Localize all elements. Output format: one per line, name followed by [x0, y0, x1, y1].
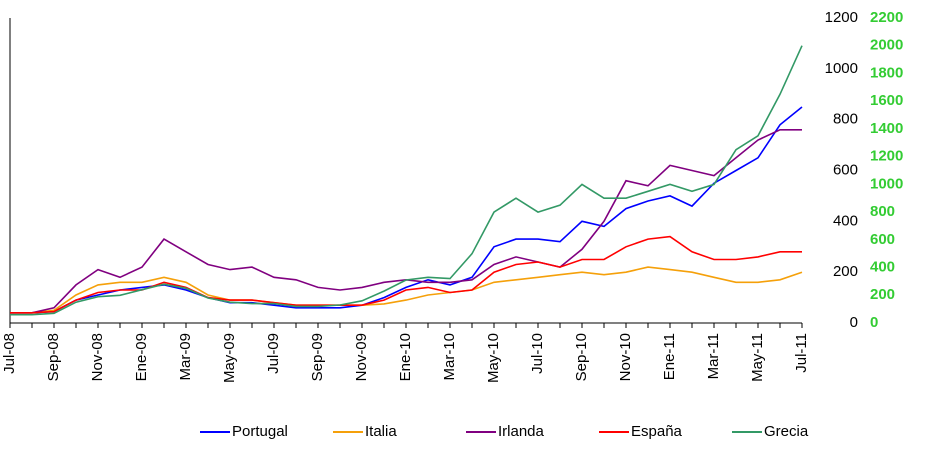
x-tick-label: May-10	[485, 333, 502, 383]
x-tick-label: Ene-11	[661, 333, 678, 380]
x-tick-label: Mar-09	[177, 333, 194, 381]
y2-tick-label: 1200	[870, 148, 903, 165]
y-tick-label: 600	[833, 161, 858, 178]
y2-tick-label: 1000	[870, 175, 903, 192]
y2-tick-label: 200	[870, 286, 895, 303]
y2-tick-label: 2200	[870, 9, 903, 26]
y-tick-label: 200	[833, 263, 858, 280]
series-line	[10, 235, 802, 314]
x-tick-label: Sep-08	[45, 333, 62, 381]
y2-tick-label: 2000	[870, 37, 903, 54]
y2-tick-label: 0	[870, 314, 878, 331]
y-tick-label: 800	[833, 111, 858, 128]
x-tick-label: Mar-10	[441, 333, 458, 381]
x-tick-label: Nov-10	[617, 333, 634, 381]
x-tick-label: Nov-09	[353, 333, 370, 381]
x-tick-label: Sep-10	[573, 333, 590, 381]
x-tick-label: May-09	[221, 333, 238, 383]
series-line	[10, 129, 802, 314]
y2-tick-label: 1800	[870, 64, 903, 81]
legend-item: Irlanda	[466, 423, 545, 440]
x-tick-label: Jul-09	[265, 333, 282, 374]
legend-item: España	[599, 423, 683, 440]
legend-label: Italia	[365, 423, 397, 440]
x-tick-label: Jul-11	[793, 333, 810, 373]
y2-tick-label: 400	[870, 259, 895, 276]
y2-tick-label: 1400	[870, 120, 903, 137]
y-tick-label: 1200	[825, 9, 858, 26]
series-line	[10, 266, 803, 314]
y-tick-label: 0	[850, 314, 858, 331]
legend-label: Portugal	[232, 423, 288, 440]
x-tick-label: Mar-11	[705, 333, 722, 379]
y-tick-label: 1000	[825, 60, 858, 77]
x-tick-label: Sep-09	[309, 333, 326, 381]
y-tick-label: 400	[833, 212, 858, 229]
legend-item: Portugal	[200, 423, 288, 440]
legend-label: Grecia	[764, 423, 809, 440]
x-tick-label: Jul-10	[529, 333, 546, 374]
series-line	[10, 106, 803, 314]
y2-tick-label: 800	[870, 203, 895, 220]
x-tick-label: Jul-08	[1, 333, 18, 374]
x-tick-label: Ene-10	[397, 333, 414, 381]
legend-label: España	[631, 423, 683, 440]
y2-tick-label: 1600	[870, 92, 903, 109]
legend-label: Irlanda	[498, 423, 545, 440]
x-tick-label: May-11	[749, 333, 766, 382]
y2-tick-label: 600	[870, 231, 895, 248]
series-line	[10, 45, 803, 316]
legend-item: Grecia	[732, 423, 809, 440]
x-tick-label: Ene-09	[133, 333, 150, 381]
legend-item: Italia	[333, 423, 397, 440]
x-tick-label: Nov-08	[89, 333, 106, 381]
